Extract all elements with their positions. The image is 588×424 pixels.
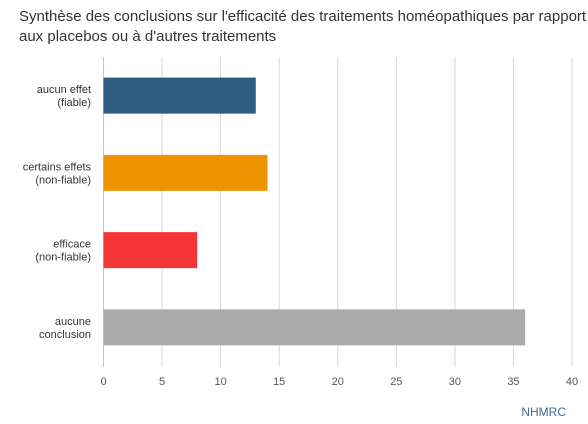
bar[interactable] (103, 154, 268, 191)
x-tick-label: 35 (507, 376, 519, 388)
category-label: conclusion (39, 329, 91, 341)
category-label: (non-fiable) (35, 252, 91, 264)
x-tick-label: 20 (332, 376, 344, 388)
bar[interactable] (103, 232, 198, 269)
category-label: certains effets (23, 161, 92, 173)
x-tick-label: 0 (100, 376, 106, 388)
x-tick-label: 30 (449, 376, 461, 388)
category-label: (non-fiable) (35, 174, 91, 186)
bars (103, 77, 526, 346)
x-tick-label: 5 (159, 376, 165, 388)
x-tick-label: 40 (566, 376, 578, 388)
category-label: aucun effet (37, 84, 91, 96)
x-axis-ticks: 0 5 10 15 20 25 30 35 40 (100, 376, 578, 388)
x-tick-label: 10 (215, 376, 227, 388)
chart-title-line-1: Synthèse des conclusions sur l'efficacit… (19, 8, 587, 25)
category-label: (fiable) (57, 97, 91, 109)
x-tick-label: 25 (390, 376, 402, 388)
category-labels: aucun effet(fiable)certains effets(non-f… (23, 84, 92, 341)
bar[interactable] (103, 77, 256, 114)
chart-title-line-2: aux placebos ou à d'autres traitements (19, 28, 276, 45)
x-tick-label: 15 (273, 376, 285, 388)
bar[interactable] (103, 309, 526, 346)
category-label: efficace (53, 239, 91, 251)
category-label: aucune (55, 316, 91, 328)
credit-label[interactable]: NHMRC (521, 405, 566, 419)
